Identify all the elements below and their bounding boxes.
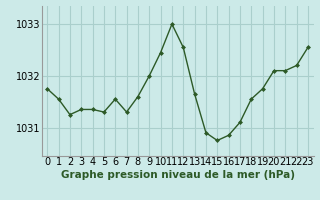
X-axis label: Graphe pression niveau de la mer (hPa): Graphe pression niveau de la mer (hPa) bbox=[60, 170, 295, 180]
